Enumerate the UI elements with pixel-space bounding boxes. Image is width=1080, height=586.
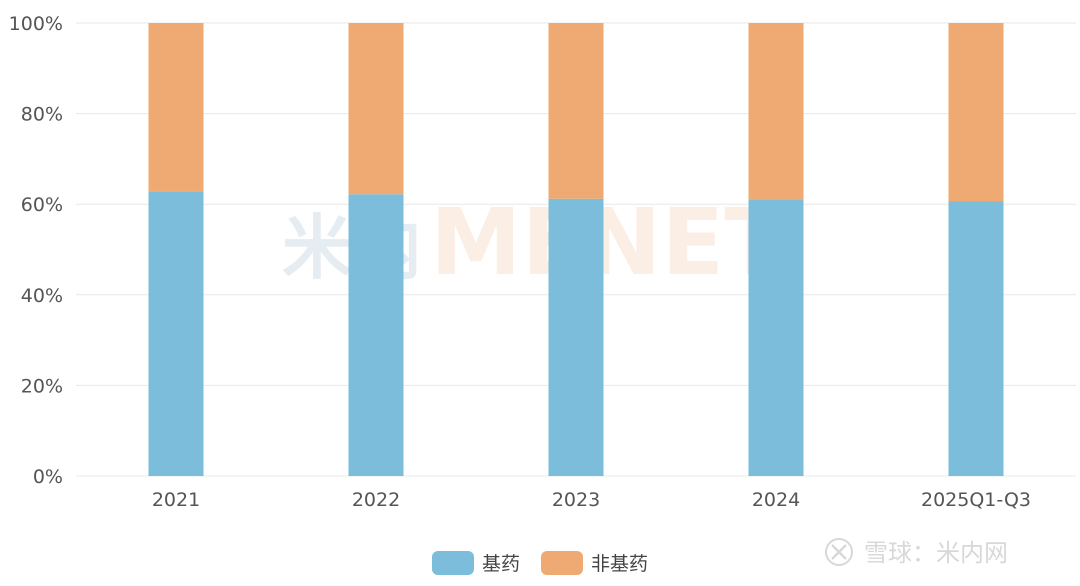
legend: 基药 非基药 (432, 551, 648, 575)
x-tick-label: 2025Q1-Q3 (921, 489, 1031, 511)
bar-segment (148, 191, 204, 476)
legend-label: 基药 (482, 553, 520, 575)
x-tick-label: 2021 (152, 489, 200, 511)
x-tick-label: 2022 (352, 489, 400, 511)
bar-segment (948, 201, 1004, 476)
y-tick-label: 0% (33, 466, 63, 488)
y-tick-label: 100% (9, 13, 63, 35)
xueqiu-logo-icon (825, 538, 853, 566)
credit-text: 雪球：米内网 (864, 539, 1008, 567)
y-tick-label: 20% (21, 375, 63, 397)
bar-segment (548, 23, 604, 199)
bar-segment (148, 23, 204, 192)
xueqiu-credit: 雪球：米内网 (825, 538, 1008, 567)
legend-swatch (541, 551, 583, 575)
bar-segment (548, 198, 604, 476)
y-tick-label: 80% (21, 104, 63, 126)
y-axis-ticks: 0% 20% 40% 60% 80% 100% (9, 13, 63, 488)
x-tick-label: 2024 (752, 489, 800, 511)
bar-segment (748, 199, 804, 477)
watermark-text: MENET (430, 189, 787, 296)
x-tick-label: 2023 (552, 489, 600, 511)
bar-segment (748, 23, 804, 200)
x-axis-ticks: 2021 2022 2023 2024 2025Q1-Q3 (152, 489, 1031, 511)
y-tick-label: 40% (21, 285, 63, 307)
bar-segment (948, 23, 1004, 202)
legend-label: 非基药 (591, 553, 648, 575)
legend-swatch (432, 551, 474, 575)
bars (148, 23, 1004, 477)
bar-segment (348, 23, 404, 195)
y-tick-label: 60% (21, 194, 63, 216)
bar-segment (348, 194, 404, 476)
